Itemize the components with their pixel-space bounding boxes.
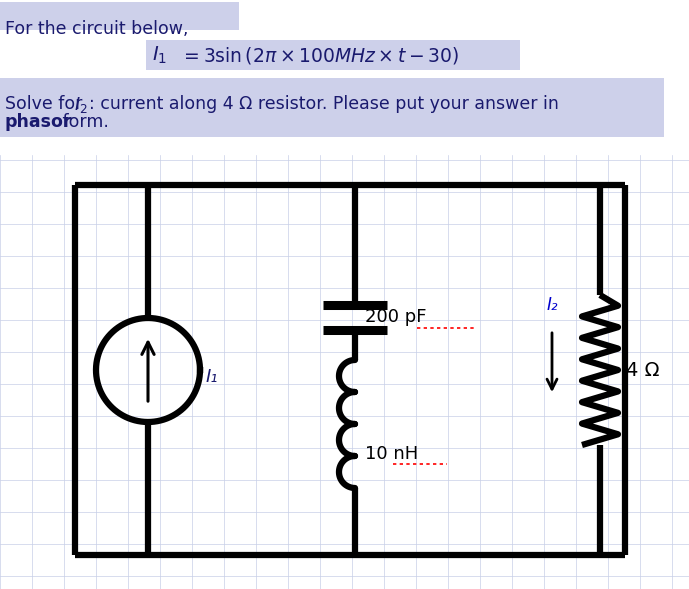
Text: phasor: phasor [5,113,72,131]
Text: I₁: I₁ [206,368,218,386]
Text: : current along 4 Ω resistor. Please put your answer in: : current along 4 Ω resistor. Please put… [89,95,564,113]
Text: I₂: I₂ [547,296,559,314]
Text: 10 nH: 10 nH [365,445,418,463]
Text: 4 Ω: 4 Ω [626,360,659,379]
Text: $\mathit{I}_2$: $\mathit{I}_2$ [74,95,88,115]
FancyBboxPatch shape [0,2,239,30]
Text: form.: form. [57,113,109,131]
FancyBboxPatch shape [146,40,520,70]
Text: 200 pF: 200 pF [365,309,426,326]
Text: Solve for: Solve for [5,95,88,113]
FancyBboxPatch shape [0,78,664,137]
Text: $= 3\mathrm{sin}\,(2\pi \times 100\mathit{MHz} \times \mathit{t} - 30)$: $= 3\mathrm{sin}\,(2\pi \times 100\mathi… [180,45,459,65]
Text: $\mathit{I}_1$: $\mathit{I}_1$ [152,44,167,65]
Text: For the circuit below,: For the circuit below, [5,20,189,38]
